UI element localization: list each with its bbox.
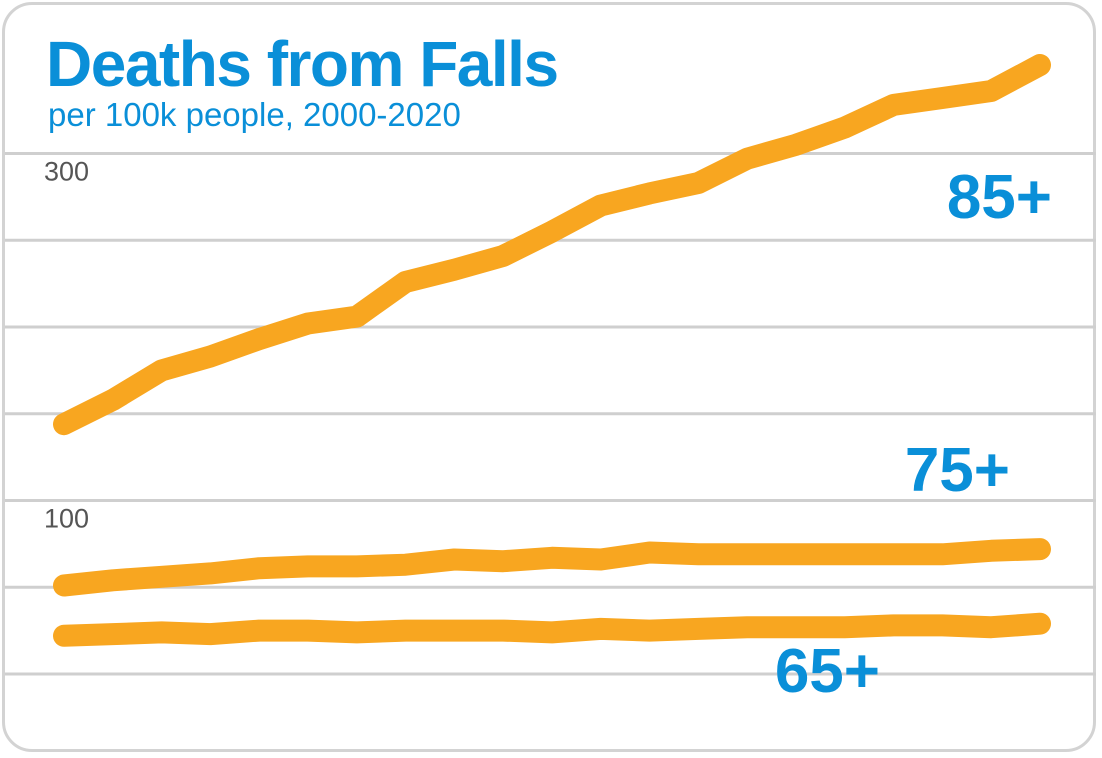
series-line-1 [53, 538, 1051, 597]
y-tick-label: 300 [44, 157, 89, 187]
series-label-65-plus: 65+ [775, 637, 880, 706]
chart-title: Deaths from Falls [46, 28, 558, 100]
chart-subtitle: per 100k people, 2000-2020 [48, 96, 461, 133]
series-line-0 [53, 54, 1051, 436]
y-tick-label: 100 [44, 504, 89, 534]
series-line-2 [53, 612, 1051, 647]
series-lines [53, 54, 1051, 647]
series-label-75-plus: 75+ [905, 436, 1010, 505]
series-label-85-plus: 85+ [947, 163, 1052, 232]
